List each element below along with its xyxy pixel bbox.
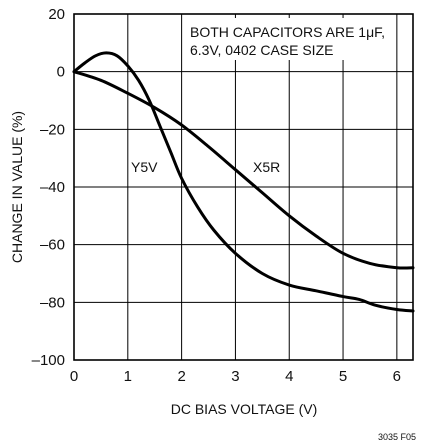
plot-frame (73, 13, 414, 361)
annotation-line-2: 6.3V, 0402 CASE SIZE (190, 42, 333, 58)
x-tick-label: 6 (393, 368, 401, 385)
series-line-y5v (72, 51, 415, 313)
x-tick-label: 0 (70, 368, 78, 385)
figure-code: 3035 F05 (378, 432, 416, 442)
y-tick-label: 0 (57, 64, 65, 81)
y-tick-label: –80 (40, 294, 65, 311)
y-tick-label: 20 (48, 6, 65, 23)
y-tick-label: –60 (40, 237, 65, 254)
series-label-x5r: X5R (253, 159, 280, 175)
y-tick-label: –40 (40, 179, 65, 196)
x-tick-label: 2 (177, 368, 185, 385)
y-tick-labels: 20 0 –20 –40 –60 –80 –100 (32, 6, 65, 369)
grid (74, 14, 413, 360)
x-tick-label: 1 (124, 368, 132, 385)
annotation-box (186, 18, 380, 60)
x-tick-label: 5 (339, 368, 347, 385)
series-line-x5r (72, 70, 415, 270)
series-label-y5v: Y5V (131, 159, 158, 175)
annotation-line-1: BOTH CAPACITORS ARE 1μF, (190, 24, 385, 40)
x-tick-label: 3 (231, 368, 239, 385)
x-tick-label: 4 (285, 368, 293, 385)
x-tick-labels: 0 1 2 3 4 5 6 (70, 368, 401, 385)
y-tick-label: –20 (40, 121, 65, 138)
y-tick-label: –100 (32, 352, 65, 369)
x-axis-label: DC BIAS VOLTAGE (V) (171, 401, 318, 417)
series-lines (72, 51, 415, 313)
y-axis-label: CHANGE IN VALUE (%) (9, 111, 25, 263)
